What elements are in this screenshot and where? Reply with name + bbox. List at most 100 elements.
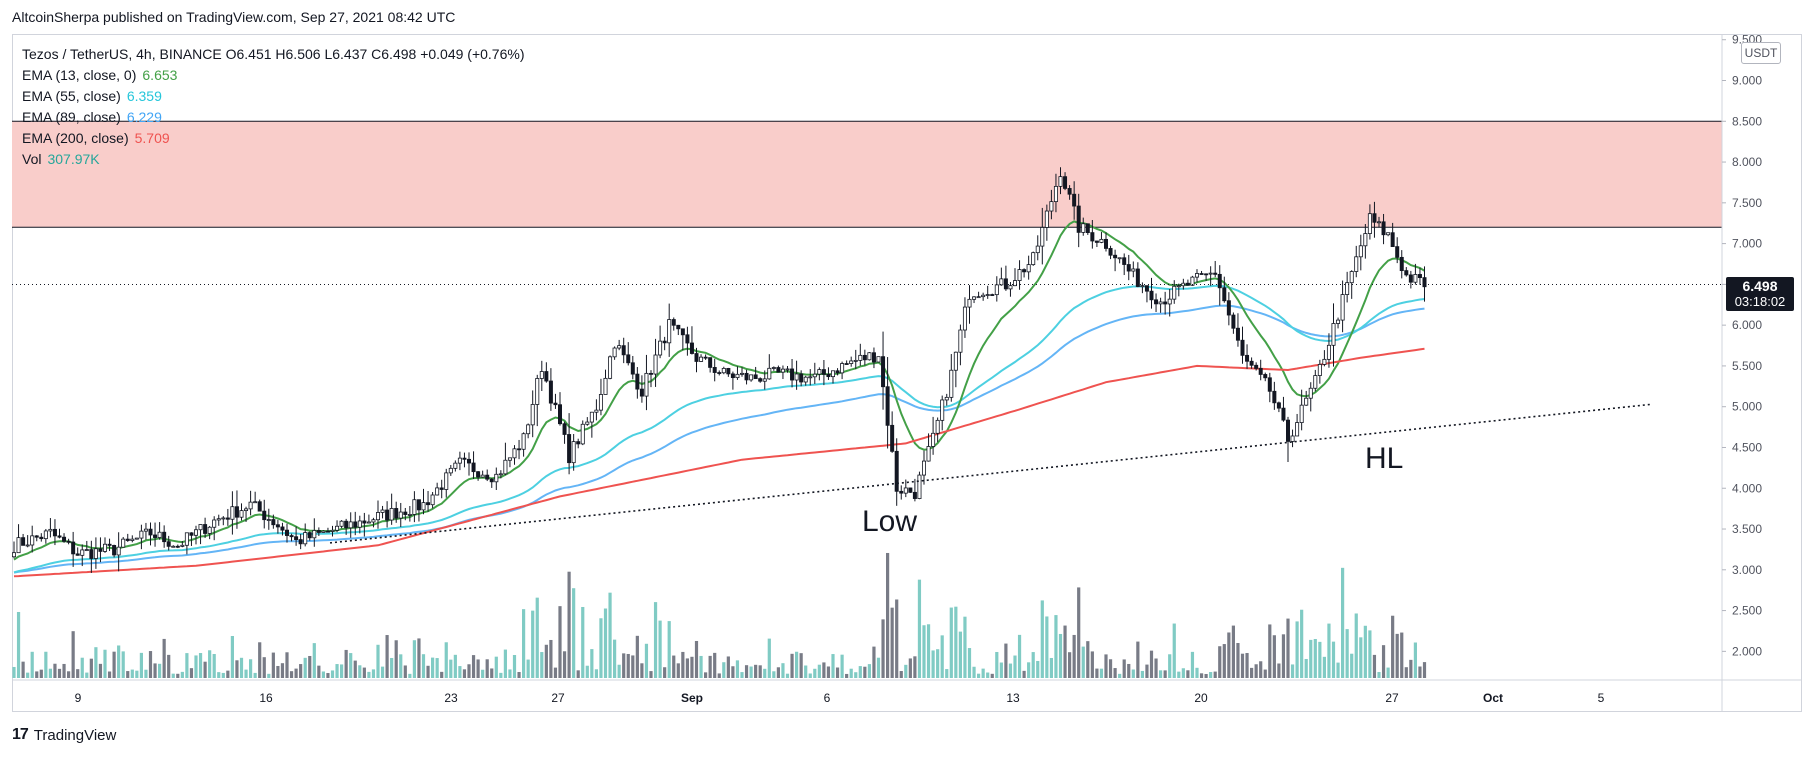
candle-body	[871, 352, 876, 363]
volume-bar	[1008, 663, 1013, 678]
volume-bar	[603, 608, 608, 678]
candle-body	[535, 378, 540, 405]
volume-bar	[1209, 672, 1213, 678]
volume-bar	[522, 609, 526, 678]
candle-body	[1131, 268, 1136, 272]
volume-bar	[321, 671, 325, 678]
chart-frame[interactable]	[12, 34, 1802, 712]
candle-body	[730, 373, 735, 379]
volume-bar	[699, 655, 703, 678]
volume-bar	[253, 672, 257, 678]
volume-bar	[476, 659, 480, 678]
candle-body	[1208, 272, 1213, 275]
candle-body	[653, 354, 658, 375]
chart-legend: Tezos / TetherUS, 4h, BINANCE O6.451 H6.…	[22, 44, 525, 170]
candle-body	[544, 371, 549, 382]
volume-bar	[1250, 667, 1254, 678]
candle-body	[926, 446, 931, 462]
volume-bar	[1122, 659, 1126, 678]
candle-body	[740, 372, 745, 375]
volume-bar	[1377, 672, 1381, 678]
volume-bar	[544, 644, 548, 678]
candle-body	[1226, 300, 1231, 316]
volume-bar	[790, 653, 794, 678]
candle-body	[239, 510, 244, 518]
candle-body	[1135, 268, 1140, 287]
candle-body	[1090, 232, 1095, 242]
candle-body	[266, 519, 271, 521]
candle-body	[207, 526, 212, 534]
volume-bar	[977, 673, 981, 678]
volume-bar	[239, 657, 244, 678]
volume-bar	[613, 639, 617, 678]
volume-bar	[435, 658, 439, 678]
candle-body	[580, 423, 585, 445]
volume-bar	[617, 664, 621, 678]
candle-body	[908, 487, 913, 493]
volume-bar	[640, 663, 644, 678]
volume-bar	[1140, 670, 1144, 678]
candle-body	[758, 378, 763, 382]
volume-bar	[271, 652, 275, 678]
volume-bar	[353, 660, 357, 678]
volume-bar	[162, 638, 166, 678]
candle-body	[881, 356, 886, 388]
candle-body	[212, 519, 217, 528]
candle-body	[1240, 339, 1245, 356]
candle-body	[935, 419, 940, 434]
candle-body	[316, 530, 321, 533]
candle-body	[676, 324, 681, 330]
candle-body	[1163, 301, 1168, 305]
volume-bar	[781, 663, 785, 678]
volume-bar	[735, 660, 740, 678]
candle-body	[1326, 344, 1331, 360]
volume-bar	[1108, 659, 1113, 678]
candle-body	[25, 544, 30, 547]
candle-body	[967, 298, 972, 308]
volume-bar	[763, 668, 767, 678]
volume-bar	[226, 670, 230, 678]
time-tick-label: 5	[1598, 691, 1605, 705]
candle-body	[776, 367, 781, 373]
candle-body	[1413, 274, 1418, 283]
volume-bar	[258, 642, 262, 678]
candle-body	[1381, 221, 1386, 236]
volume-bar	[1131, 669, 1135, 678]
volume-bar	[631, 655, 635, 678]
candle-body	[1254, 364, 1259, 369]
volume-bar	[886, 552, 890, 678]
volume-bar	[1118, 673, 1122, 678]
volume-bar	[39, 669, 43, 678]
candle-body	[148, 528, 153, 536]
volume-bar	[1322, 656, 1326, 678]
volume-bar	[1013, 655, 1017, 678]
candle-body	[84, 549, 89, 551]
resistance-zone	[12, 121, 1722, 228]
candles	[11, 167, 1722, 573]
currency-unit-button[interactable]: USDT	[1741, 42, 1781, 64]
tradingview-brand[interactable]: 17 TradingView	[12, 726, 116, 744]
volume-bar	[517, 672, 521, 678]
publisher-line: AltcoinSherpa published on TradingView.c…	[12, 9, 456, 25]
volume-bar	[749, 666, 753, 678]
volume-bar	[653, 602, 658, 678]
volume-bar	[1049, 657, 1053, 678]
ema200-line	[13, 347, 1425, 578]
time-tick-label: 6	[824, 691, 831, 705]
candle-body	[917, 474, 922, 499]
volume-bar	[904, 664, 908, 678]
volume-bar	[649, 671, 653, 678]
candle-body	[1172, 285, 1177, 300]
candle-body	[867, 352, 872, 361]
volume-bar	[1395, 633, 1399, 678]
volume-bar	[194, 655, 198, 678]
volume-bar	[289, 671, 294, 678]
candle-body	[662, 340, 667, 344]
volume-bar	[508, 669, 512, 678]
candle-body	[649, 372, 654, 375]
candle-body	[1263, 374, 1268, 379]
volume-bar	[1409, 659, 1413, 678]
candle-body	[553, 402, 558, 406]
volume-bar	[1413, 642, 1417, 678]
